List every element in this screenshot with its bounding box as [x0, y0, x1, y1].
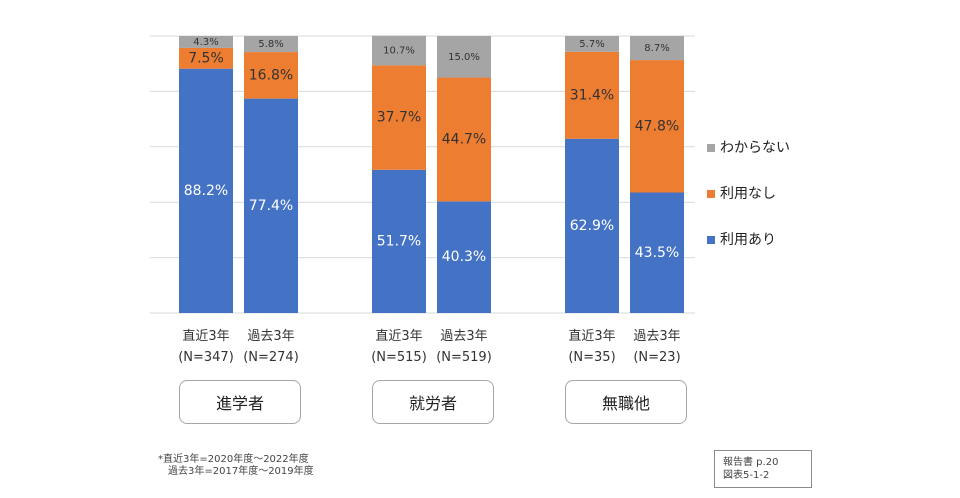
bar-segment — [179, 68, 233, 313]
data-label: 5.7% — [579, 39, 604, 50]
category-label: 過去3年 — [633, 329, 680, 344]
bar-segment — [437, 77, 491, 202]
category-sublabel: (N=519) — [436, 350, 492, 365]
category-label: 過去3年 — [247, 329, 294, 344]
footnote-line-2: 過去3年=2017年度～2019年度 — [168, 466, 314, 477]
data-label: 7.5% — [188, 50, 224, 66]
footnote: *直近3年=2020年度～2022年度 過去3年=2017年度～2019年度 — [158, 454, 314, 478]
category-label: 過去3年 — [440, 329, 487, 344]
source-line-1: 報告書 p.20 — [723, 457, 779, 468]
bar-segment — [565, 51, 619, 139]
bar-segment — [565, 36, 619, 52]
bar-segment — [565, 138, 619, 313]
data-label: 40.3% — [442, 249, 486, 265]
legend-swatch — [707, 144, 715, 152]
bar-segment — [244, 52, 298, 99]
data-label: 15.0% — [448, 52, 480, 63]
category-labels: 直近3年 (N=347) 過去3年 (N=274) 直近3年 (N=515) 過去3年 (N=… — [178, 329, 680, 365]
legend-label: 利用なし — [720, 186, 776, 202]
data-label: 51.7% — [377, 233, 421, 249]
footnote-line-1: *直近3年=2020年度～2022年度 — [158, 454, 309, 465]
data-label: 31.4% — [570, 87, 614, 103]
bar-segment — [372, 169, 426, 313]
data-label: 47.8% — [635, 118, 679, 134]
bar-segment — [244, 98, 298, 314]
bar-segment — [437, 36, 491, 78]
category-sublabel: (N=35) — [568, 350, 615, 365]
data-label: 62.9% — [570, 218, 614, 234]
bar-segment — [372, 35, 426, 66]
bar-segment — [179, 47, 233, 69]
bar-segment — [372, 65, 426, 170]
bar-segment — [630, 36, 684, 61]
legend-label: わからない — [720, 140, 790, 156]
bar-segment — [179, 36, 233, 48]
bars: 88.2% 7.5% 4.3% 77.4% 16.8% 5.8% 51.7% 37.7% 10.… — [179, 35, 684, 314]
data-label: 37.7% — [377, 110, 421, 126]
source-line-2: 図表5-1-2 — [723, 470, 770, 481]
source-reference: 報告書 p.20 図表5-1-2 — [714, 450, 812, 488]
group-label-1: 就労者 — [372, 380, 494, 424]
category-label: 直近3年 — [182, 329, 229, 344]
category-label: 直近3年 — [568, 329, 615, 344]
data-label: 16.8% — [249, 67, 293, 83]
bar-segment — [437, 201, 491, 313]
data-label: 43.5% — [635, 245, 679, 261]
legend-swatch — [707, 236, 715, 244]
category-sublabel: (N=347) — [178, 350, 234, 365]
data-label: 4.3% — [193, 37, 218, 48]
category-label: 直近3年 — [375, 329, 422, 344]
category-sublabel: (N=274) — [243, 350, 299, 365]
data-label: 5.8% — [258, 39, 283, 50]
category-sublabel: (N=23) — [633, 350, 680, 365]
bar-segment — [244, 36, 298, 53]
data-label: 8.7% — [644, 43, 669, 54]
data-label: 88.2% — [184, 183, 228, 199]
legend-swatch — [707, 190, 715, 198]
data-label: 44.7% — [442, 131, 486, 147]
group-label-0: 進学者 — [179, 380, 301, 424]
category-sublabel: (N=515) — [371, 350, 427, 365]
group-label-2: 無職他 — [565, 380, 687, 424]
legend-label: 利用あり — [720, 232, 776, 248]
bar-segment — [630, 192, 684, 313]
data-label: 10.7% — [383, 46, 415, 57]
data-label: 77.4% — [249, 198, 293, 214]
bar-segment — [630, 60, 684, 193]
